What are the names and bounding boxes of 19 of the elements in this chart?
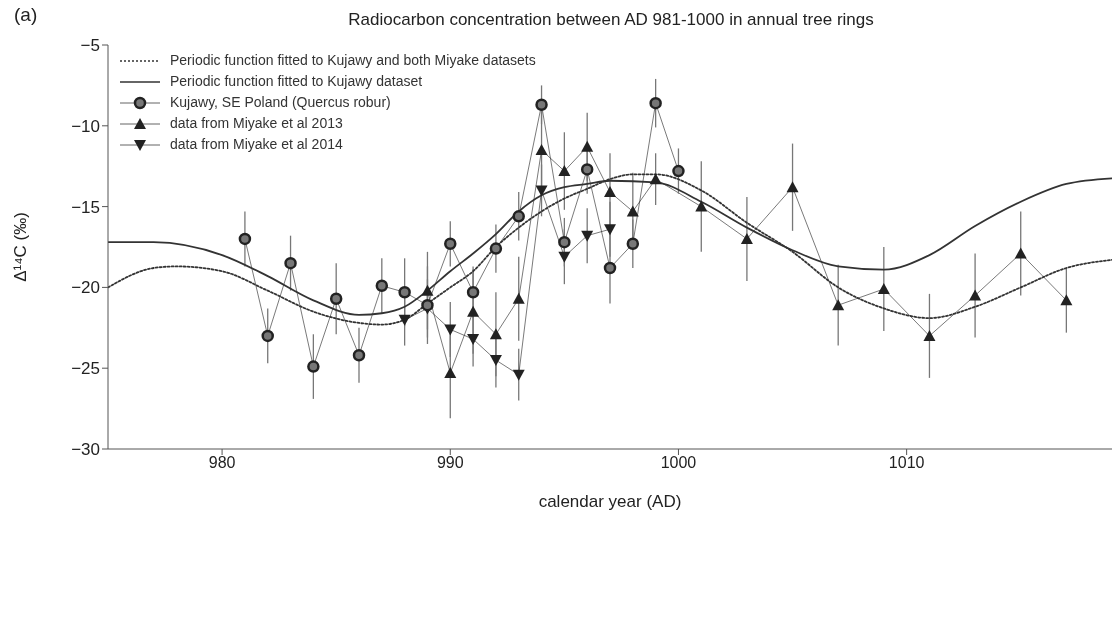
y-tick-label: −25 xyxy=(71,359,100,379)
y-tick-label: −5 xyxy=(80,36,100,56)
legend-label: Periodic function fitted to Kujawy and both Miyake datasets xyxy=(170,51,536,70)
text: (a) xyxy=(14,4,38,26)
y-axis-title: Δ¹⁴C (‰) xyxy=(11,212,31,282)
x-tick-label: 980 xyxy=(208,454,236,472)
legend-label: Periodic function fitted to Kujawy dataset xyxy=(170,72,423,91)
legend-label: data from Miyake et al 2013 xyxy=(170,114,343,133)
x-tick-label: 990 xyxy=(436,454,464,472)
x-tick-label: 1000 xyxy=(660,454,697,472)
chart-title: Radiocarbon concentration between AD 981-1000 in annual tree rings xyxy=(347,10,875,30)
legend-label: Kujawy, SE Poland (Quercus robur) xyxy=(170,93,391,112)
y-tick-label: −10 xyxy=(71,116,100,136)
y-tick-label: −30 xyxy=(71,440,100,460)
x-tick-label: 1010 xyxy=(888,454,925,472)
legend-label: data from Miyake et al 2014 xyxy=(170,135,343,154)
y-tick-label: −20 xyxy=(71,278,100,298)
x-axis-title: calendar year (AD) xyxy=(538,492,682,511)
y-tick-label: −15 xyxy=(71,197,100,217)
